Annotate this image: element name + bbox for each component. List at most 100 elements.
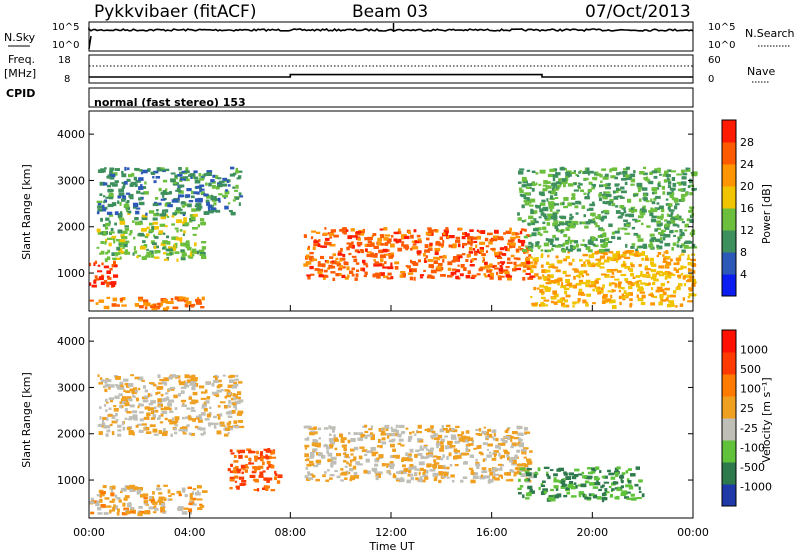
power-cell-6 — [662, 236, 666, 241]
velocity-cell-4 — [172, 417, 175, 421]
power-cell-5 — [686, 258, 691, 261]
power-cell-2 — [108, 220, 111, 225]
power-cell-4 — [528, 254, 532, 257]
power-cell-4 — [492, 265, 495, 268]
velocity-cell-2 — [441, 475, 447, 478]
velocity-cell-1 — [254, 469, 257, 472]
velocity-cell-3 — [628, 485, 634, 490]
velocity-cell-4 — [138, 429, 142, 433]
power-cell-6 — [607, 182, 611, 186]
power-cell-6 — [595, 224, 599, 228]
velocity-cell-4 — [150, 410, 155, 415]
power-colorbar-frame — [721, 119, 737, 297]
velocity-cell-2 — [417, 424, 422, 429]
power-cell-5 — [546, 269, 551, 273]
power-cell-3 — [194, 198, 199, 203]
velocity-cell-4 — [179, 381, 185, 386]
power-cell-6 — [557, 184, 562, 188]
power-cell-5 — [591, 252, 595, 256]
power-cell-3 — [217, 182, 221, 185]
power-cell-1 — [196, 301, 202, 305]
velocity-cell-4 — [234, 378, 239, 381]
velocity-ytick-label: 4000 — [57, 335, 85, 348]
velocity-cell-0 — [149, 496, 152, 500]
velocity-cell-3 — [565, 476, 571, 480]
power-cell-4 — [487, 232, 493, 236]
velocity-cell-2 — [504, 436, 509, 439]
power-cell-5 — [657, 252, 662, 255]
power-cell-6 — [573, 170, 576, 173]
power-cell-4 — [346, 266, 350, 271]
power-cell-4 — [351, 273, 355, 277]
power-cell-6 — [663, 179, 668, 183]
velocity-cell-2 — [419, 476, 423, 479]
power-cell-6 — [667, 185, 672, 189]
power-cell-5 — [635, 275, 640, 278]
power-cell-5 — [607, 290, 613, 293]
velocity-cell-4 — [206, 396, 211, 400]
power-cell-3 — [187, 203, 192, 208]
velocity-cell-4 — [157, 417, 161, 420]
power-cell-5 — [655, 289, 661, 293]
power-cell-6 — [565, 246, 569, 251]
power-cell-5 — [563, 284, 567, 289]
power-cell-4 — [478, 268, 483, 272]
velocity-cell-4 — [152, 409, 159, 413]
velocity-cell-4 — [153, 383, 157, 387]
power-cell-0 — [94, 260, 98, 264]
power-cell-5 — [576, 274, 581, 278]
power-cell-4 — [407, 272, 414, 275]
power-cell-6 — [670, 188, 675, 191]
velocity-cell-4 — [225, 395, 232, 398]
power-cell-1 — [178, 296, 184, 300]
velocity-cell-2 — [494, 477, 500, 481]
velocity-cell-2 — [461, 431, 465, 435]
power-cell-5 — [664, 276, 668, 280]
power-cell-4 — [384, 234, 391, 237]
velocity-cell-1 — [234, 470, 241, 474]
velocity-cell-4 — [134, 376, 140, 380]
velocity-cell-0 — [163, 484, 168, 487]
power-cell-3 — [143, 191, 149, 195]
power-cell-5 — [629, 268, 634, 273]
velocity-cell-0 — [158, 492, 163, 495]
power-cell-6 — [641, 207, 645, 210]
velocity-cell-2 — [439, 441, 444, 445]
power-cell-4 — [492, 264, 497, 267]
power-cell-6 — [683, 241, 689, 244]
velocity-cell-2 — [520, 442, 525, 445]
power-cell-4 — [307, 275, 311, 280]
power-cell-6 — [624, 232, 631, 235]
velocity-cell-4 — [184, 382, 188, 386]
power-cell-5 — [624, 266, 630, 269]
velocity-cell-2 — [327, 452, 333, 457]
power-cell-5 — [534, 273, 539, 277]
velocity-cell-4 — [195, 378, 198, 382]
velocity-cell-2 — [396, 478, 400, 482]
power-cell-5 — [592, 288, 595, 292]
power-cell-5 — [565, 274, 571, 277]
velocity-cell-2 — [318, 437, 321, 440]
power-cell-2 — [96, 246, 100, 249]
power-cell-3 — [214, 198, 220, 201]
power-cell-4 — [523, 250, 526, 254]
power-cell-2 — [112, 236, 116, 241]
velocity-cell-4 — [105, 378, 109, 381]
power-cell-6 — [554, 237, 560, 241]
power-cell-4 — [517, 238, 521, 243]
velocity-cell-4 — [104, 383, 111, 388]
velocity-cell-2 — [408, 466, 414, 470]
power-cell-6 — [623, 228, 628, 231]
velocity-cell-4 — [181, 404, 187, 407]
velocity-cell-2 — [389, 432, 396, 437]
power-cell-6 — [527, 245, 534, 249]
velocity-cell-2 — [451, 429, 458, 433]
velocity-cell-4 — [123, 389, 126, 392]
power-cell-5 — [640, 273, 644, 277]
power-cell-3 — [155, 202, 162, 206]
velocity-cell-2 — [318, 442, 321, 446]
power-cell-6 — [560, 166, 564, 169]
power-cell-4 — [437, 257, 441, 260]
power-cell-6 — [534, 244, 539, 248]
power-cell-1 — [151, 306, 158, 311]
